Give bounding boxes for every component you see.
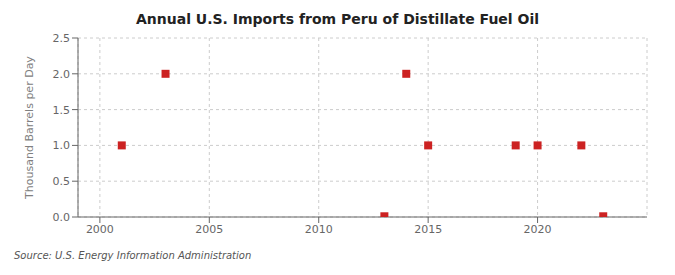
svg-text:2005: 2005: [195, 223, 223, 236]
svg-text:2.5: 2.5: [53, 32, 71, 45]
svg-text:Thousand Barrels per Day: Thousand Barrels per Day: [23, 56, 36, 200]
html-text:Annual U.S. Imports from Peru: Annual U.S. Imports from Peru of Distill…: [136, 11, 539, 27]
svg-text:2020: 2020: [524, 223, 552, 236]
svg-text:0.5: 0.5: [53, 175, 71, 188]
html-text:Source: U.S. Energy Informatio: Source: U.S. Energy Information Administ…: [14, 250, 252, 261]
svg-text:2015: 2015: [414, 223, 442, 236]
svg-text:2000: 2000: [86, 223, 114, 236]
svg-text:2.0: 2.0: [53, 68, 71, 81]
svg-text:1.0: 1.0: [53, 139, 71, 152]
svg-text:0.0: 0.0: [53, 211, 71, 224]
svg-text:1.5: 1.5: [53, 104, 71, 117]
svg-text:2010: 2010: [305, 223, 333, 236]
